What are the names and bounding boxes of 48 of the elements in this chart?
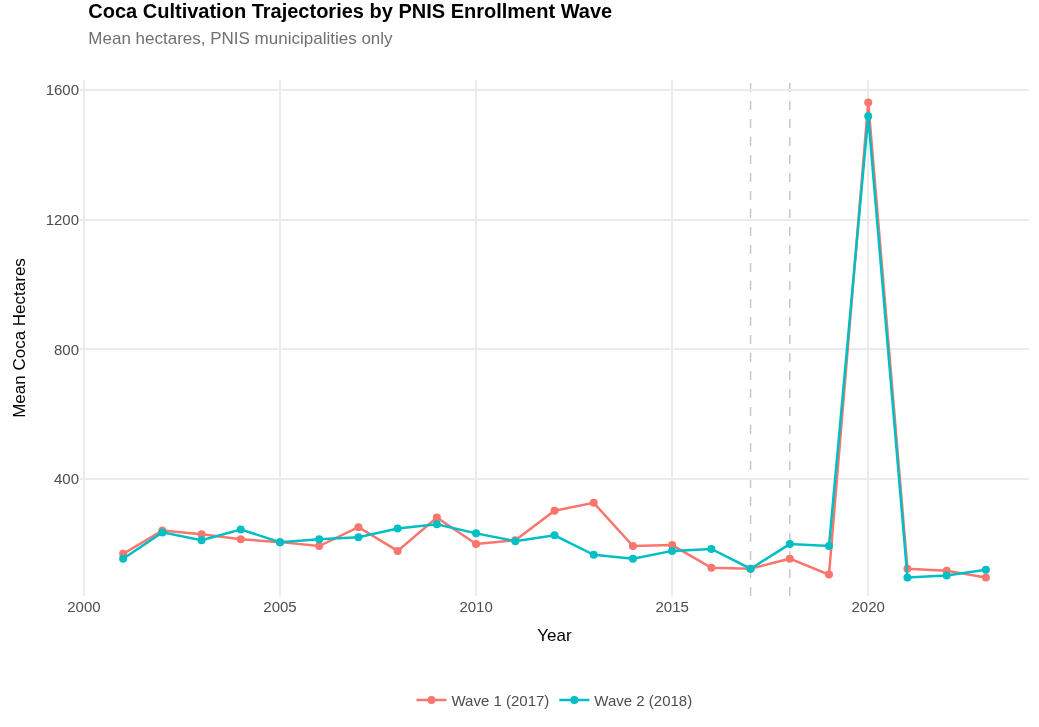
legend-label: Wave 2 (2018) <box>594 691 693 709</box>
x-tick-label: 2005 <box>263 598 297 615</box>
point <box>707 563 716 572</box>
y-tick-label: 800 <box>53 340 79 358</box>
x-tick-label: 2010 <box>459 598 493 615</box>
point <box>550 506 559 515</box>
x-tick-label: 2015 <box>655 598 689 615</box>
point <box>354 523 363 532</box>
x-axis-title: Year <box>537 626 573 646</box>
point <box>785 540 794 549</box>
point <box>393 546 402 555</box>
point <box>315 542 324 551</box>
chart-subtitle: Mean hectares, PNIS municipalities only <box>88 29 394 49</box>
y-tick-label: 400 <box>53 470 79 488</box>
point <box>432 520 441 529</box>
point <box>393 524 402 533</box>
point <box>472 529 481 538</box>
point <box>354 533 363 542</box>
point <box>668 546 677 555</box>
point <box>981 565 990 574</box>
point <box>981 573 990 582</box>
point <box>197 536 206 545</box>
point <box>589 550 598 559</box>
point <box>785 554 794 563</box>
y-axis-title: Mean Coca Hectares <box>10 258 30 418</box>
point <box>628 554 637 563</box>
point <box>864 112 873 121</box>
point <box>315 535 324 544</box>
x-tick-label: 2000 <box>67 598 101 615</box>
point <box>825 570 833 579</box>
y-tick-label: 1600 <box>45 80 79 98</box>
point <box>432 513 441 522</box>
point <box>472 540 481 549</box>
point <box>550 531 559 540</box>
point <box>942 571 951 580</box>
point <box>864 98 873 107</box>
legend-label: Wave 1 (2017) <box>451 691 550 709</box>
point <box>628 542 637 551</box>
x-tick-label: 2020 <box>851 598 885 615</box>
point <box>707 544 716 553</box>
point <box>236 525 245 534</box>
chart-title: Coca Cultivation Trajectories by PNIS Enrollment Wave <box>88 0 613 23</box>
point <box>903 573 912 582</box>
point <box>236 535 245 544</box>
y-tick-label: 1200 <box>45 210 79 228</box>
point <box>825 542 833 551</box>
point <box>589 498 598 507</box>
point <box>119 554 128 563</box>
